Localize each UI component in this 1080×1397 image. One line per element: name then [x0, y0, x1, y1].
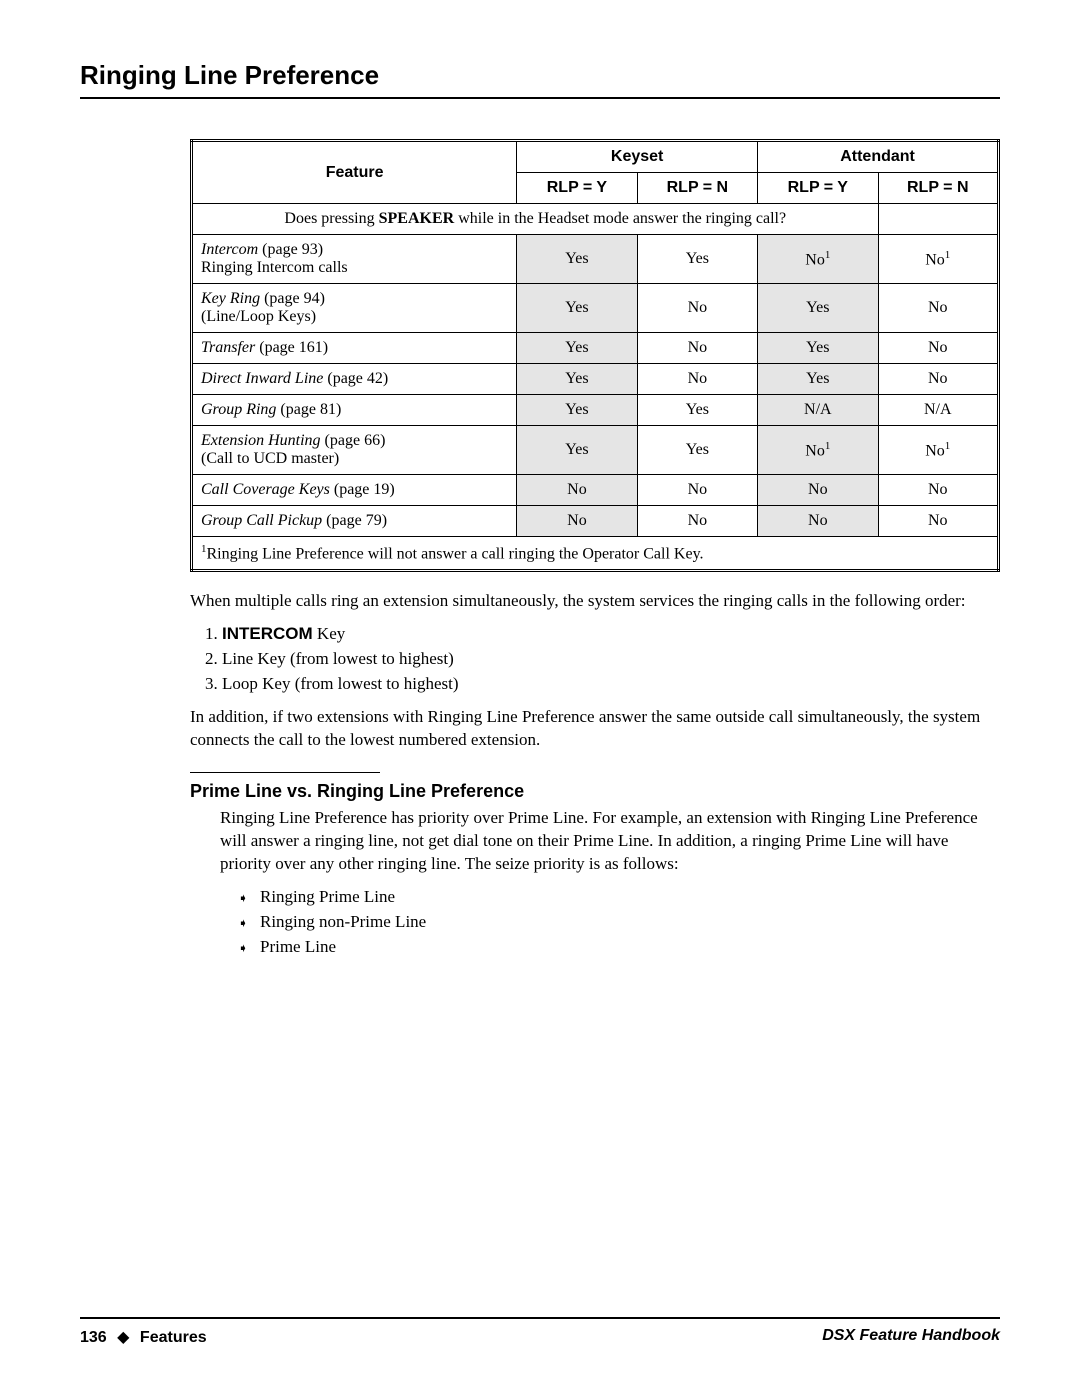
diamond-icon: ◆ [117, 1329, 129, 1346]
list-item: Loop Key (from lowest to highest) [222, 673, 1000, 696]
cell: Yes [517, 426, 637, 475]
cell: No [758, 506, 878, 537]
cell: No [878, 333, 998, 364]
footer-left: 136 ◆ Features [80, 1327, 207, 1347]
feat-sub: (Call to UCD master) [201, 450, 339, 467]
cell: No [878, 284, 998, 333]
list-item: Ringing non-Prime Line [260, 911, 1000, 934]
cell: Yes [517, 364, 637, 395]
feat-ital: Direct Inward Line [201, 370, 323, 387]
cell: No1 [758, 426, 878, 475]
cell: N/A [758, 395, 878, 426]
cell: Yes [758, 333, 878, 364]
table-row: Extension Hunting (page 66)(Call to UCD … [192, 426, 999, 475]
cell: Yes [517, 333, 637, 364]
cell: No [637, 284, 757, 333]
q-bold: SPEAKER [379, 210, 455, 227]
li-rest: Key [313, 624, 346, 643]
table-row: Intercom (page 93)Ringing Intercom calls… [192, 235, 999, 284]
cell: No1 [878, 426, 998, 475]
list-item: Ringing Prime Line [260, 886, 1000, 909]
paragraph: When multiple calls ring an extension si… [190, 590, 1000, 613]
page-title: Ringing Line Preference [80, 60, 1000, 91]
feat-rest: (page 94) [260, 290, 325, 307]
feat-ital: Transfer [201, 339, 255, 356]
feat-rest: (page 19) [330, 481, 395, 498]
cell: No [637, 506, 757, 537]
table-row: Transfer (page 161) Yes No Yes No [192, 333, 999, 364]
feat-ital: Group Ring [201, 401, 276, 418]
col-att-n: RLP = N [878, 173, 998, 204]
table-row: Key Ring (page 94)(Line/Loop Keys) Yes N… [192, 284, 999, 333]
table-row: Call Coverage Keys (page 19) No No No No [192, 475, 999, 506]
table-question: Does pressing SPEAKER while in the Heads… [192, 204, 879, 235]
feat-rest: (page 81) [276, 401, 341, 418]
feat-sub: Ringing Intercom calls [201, 259, 348, 276]
feat-rest: (page 42) [323, 370, 388, 387]
cell: No [517, 475, 637, 506]
cell: Yes [637, 426, 757, 475]
title-rule [80, 97, 1000, 99]
fn-text: Ringing Line Preference will not answer … [207, 545, 704, 562]
feat-ital: Group Call Pickup [201, 512, 322, 529]
table-row: Group Call Pickup (page 79) No No No No [192, 506, 999, 537]
cell: No [878, 475, 998, 506]
cell: No [637, 475, 757, 506]
list-item: INTERCOM Key [222, 623, 1000, 646]
paragraph: In addition, if two extensions with Ring… [190, 706, 1000, 752]
subheading: Prime Line vs. Ringing Line Preference [190, 779, 1000, 803]
cell: No [758, 475, 878, 506]
feat-ital: Key Ring [201, 290, 260, 307]
cell: No1 [878, 235, 998, 284]
table-row: Group Ring (page 81) Yes Yes N/A N/A [192, 395, 999, 426]
list-item: Prime Line [260, 936, 1000, 959]
feature-table: Feature Keyset Attendant RLP = Y RLP = N… [190, 139, 1000, 572]
cell: Yes [517, 284, 637, 333]
section-rule [190, 772, 380, 773]
footer-section: Features [140, 1329, 207, 1346]
cell: N/A [878, 395, 998, 426]
cell: No1 [758, 235, 878, 284]
feat-rest: (page 93) [258, 241, 323, 258]
col-keyset-y: RLP = Y [517, 173, 637, 204]
col-keyset-n: RLP = N [637, 173, 757, 204]
q-post: while in the Headset mode answer the rin… [454, 210, 786, 227]
paragraph: Ringing Line Preference has priority ove… [220, 807, 1000, 876]
feat-sub: (Line/Loop Keys) [201, 308, 316, 325]
feat-ital: Intercom [201, 241, 258, 258]
cell: Yes [758, 364, 878, 395]
cell: No [878, 506, 998, 537]
feat-ital: Call Coverage Keys [201, 481, 330, 498]
cell: Yes [637, 395, 757, 426]
cell: No [637, 364, 757, 395]
feat-ital: Extension Hunting [201, 432, 321, 449]
cell: Yes [517, 395, 637, 426]
col-attendant: Attendant [758, 141, 999, 173]
col-feature: Feature [192, 141, 517, 204]
col-keyset: Keyset [517, 141, 758, 173]
feat-rest: (page 161) [255, 339, 328, 356]
cell: Yes [517, 235, 637, 284]
table-footnote: 1Ringing Line Preference will not answer… [192, 537, 999, 571]
page-number: 136 [80, 1329, 107, 1346]
col-att-y: RLP = Y [758, 173, 878, 204]
ordered-list: INTERCOM Key Line Key (from lowest to hi… [190, 623, 1000, 696]
feat-rest: (page 79) [322, 512, 387, 529]
cell: No [878, 364, 998, 395]
cell: Yes [637, 235, 757, 284]
feat-rest: (page 66) [321, 432, 386, 449]
page-footer: 136 ◆ Features DSX Feature Handbook [80, 1317, 1000, 1347]
list-item: Line Key (from lowest to highest) [222, 648, 1000, 671]
cell: No [517, 506, 637, 537]
li-bold: INTERCOM [222, 624, 313, 643]
q-pre: Does pressing [284, 210, 378, 227]
cell: No [637, 333, 757, 364]
footer-rule [80, 1317, 1000, 1319]
footer-right: DSX Feature Handbook [822, 1327, 1000, 1347]
table-row: Direct Inward Line (page 42) Yes No Yes … [192, 364, 999, 395]
cell: Yes [758, 284, 878, 333]
bullet-list: Ringing Prime Line Ringing non-Prime Lin… [220, 886, 1000, 959]
